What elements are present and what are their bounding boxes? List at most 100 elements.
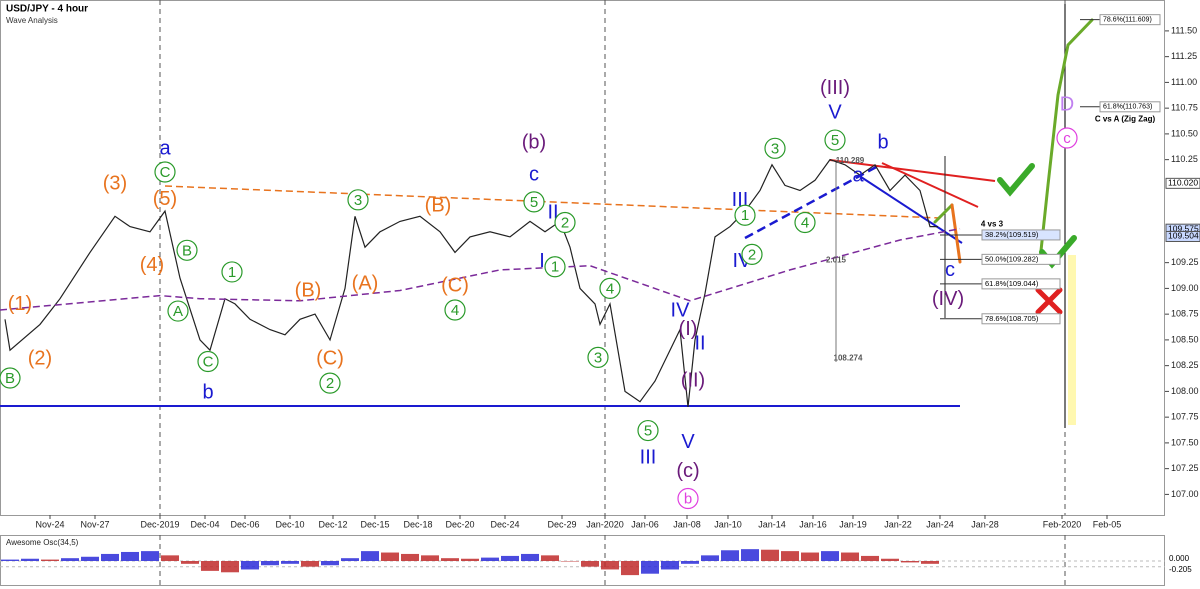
wave-label: (b) [522, 131, 546, 153]
y-tick-label: 110.50 [1171, 128, 1198, 138]
fib-label: 78.6%(108.705) [985, 314, 1039, 323]
osc-bar [121, 551, 139, 561]
osc-bar [341, 558, 359, 561]
wave-label: (B) [295, 280, 322, 302]
osc-bar [581, 561, 599, 567]
osc-bar [921, 561, 939, 564]
wave-label: I [539, 250, 545, 272]
osc-bar [801, 552, 819, 561]
osc-bar [821, 551, 839, 561]
x-tick-label: Dec-15 [360, 519, 389, 529]
y-tick-label: 111.00 [1171, 77, 1197, 87]
red-trend-line [881, 162, 979, 208]
x-tick-label: Jan-14 [758, 519, 786, 529]
y-tick-label: 107.75 [1171, 412, 1199, 422]
x-tick-label: Jan-28 [971, 519, 999, 529]
wave-label: (B) [425, 194, 452, 216]
wave-label: 2 [326, 375, 334, 392]
wave-label: (II) [681, 369, 705, 391]
x-tick-label: Jan-16 [799, 519, 827, 529]
wave-label: V [681, 431, 695, 453]
osc-bar [261, 561, 279, 566]
osc-bar [141, 551, 159, 561]
osc-bar [321, 561, 339, 566]
wave-label: c [529, 163, 539, 185]
y-tick-label: 107.00 [1171, 489, 1199, 499]
osc-bar [81, 556, 99, 561]
y-tick-label: 107.25 [1171, 463, 1199, 473]
osc-bar [561, 561, 579, 562]
osc-bar [181, 561, 199, 564]
chart-title: USD/JPY - 4 hour [6, 4, 88, 15]
fib-box [981, 229, 1061, 241]
fib-box [981, 278, 1061, 290]
wave-circle [176, 239, 198, 261]
wave-circle [154, 161, 176, 183]
wave-circle [824, 129, 846, 151]
wave-circle [587, 346, 609, 369]
osc-bar [201, 561, 219, 571]
wave-circle [764, 137, 786, 159]
wave-circle [319, 372, 341, 394]
osc-bar [901, 561, 919, 563]
osc-bar [381, 552, 399, 561]
wave-label: (IV) [932, 288, 964, 310]
x-tick-label: Dec-04 [190, 519, 219, 529]
osc-bar [1, 559, 19, 561]
wave-circle [554, 211, 576, 234]
osc-bar [41, 559, 59, 561]
wave-circle [523, 191, 545, 213]
osc-bar [361, 551, 379, 561]
fib-box [1099, 101, 1161, 113]
osc-bar [421, 555, 439, 561]
osc-bar [681, 561, 699, 564]
wave-label: B [182, 242, 192, 259]
fib-box [981, 313, 1061, 325]
osc-bar [641, 561, 659, 574]
wave-label: 4 [606, 280, 614, 297]
fib-label: 61.8%(109.044) [985, 279, 1039, 288]
wave-label: (I) [679, 318, 698, 340]
osc-bar [281, 561, 299, 564]
osc-tick-label: 0.000 [1169, 554, 1190, 563]
osc-bar [621, 561, 639, 576]
x-tick-label: Dec-06 [230, 519, 259, 529]
chart-subtitle: Wave Analysis [6, 16, 58, 25]
osc-bar [601, 561, 619, 570]
osc-bar [721, 550, 739, 561]
x-tick-label: Jan-10 [714, 519, 742, 529]
note: 110.289 [836, 156, 865, 165]
wave-circle [221, 261, 243, 283]
wave-label: 3 [354, 192, 362, 209]
x-tick-label: Dec-20 [445, 519, 474, 529]
wave-label: 1 [551, 259, 559, 276]
wave-circle [741, 243, 763, 266]
price-tag [1165, 177, 1200, 189]
wave-label: a [159, 138, 171, 160]
x-tick-label: Dec-2019 [140, 519, 179, 529]
osc-bar [21, 558, 39, 561]
wave-label: 4 [451, 302, 459, 319]
price-line [4, 158, 938, 407]
wave-circle [197, 350, 219, 373]
wave-label: 3 [594, 349, 602, 366]
wave-circle [544, 256, 566, 278]
arrows [933, 18, 1094, 264]
price-tag-label: 109.575 [1168, 223, 1199, 233]
osc-bar [501, 555, 519, 561]
osc-bar [401, 553, 419, 561]
osc-bar [301, 561, 319, 567]
wave-circle [734, 204, 756, 226]
x-tick-label: Dec-24 [490, 519, 519, 529]
wave-label: III [640, 447, 657, 469]
wave-label: (A) [352, 273, 379, 295]
price-tag-label: 110.020 [1168, 178, 1198, 188]
osc-title: Awesome Osc(34,5) [6, 538, 79, 547]
y-tick-label: 108.25 [1171, 360, 1199, 370]
osc-tick-label: -0.205 [1169, 565, 1192, 574]
wave-circle [1056, 127, 1078, 149]
osc-bar [861, 555, 879, 561]
osc-bar [841, 552, 859, 561]
osc-bar [701, 555, 719, 561]
